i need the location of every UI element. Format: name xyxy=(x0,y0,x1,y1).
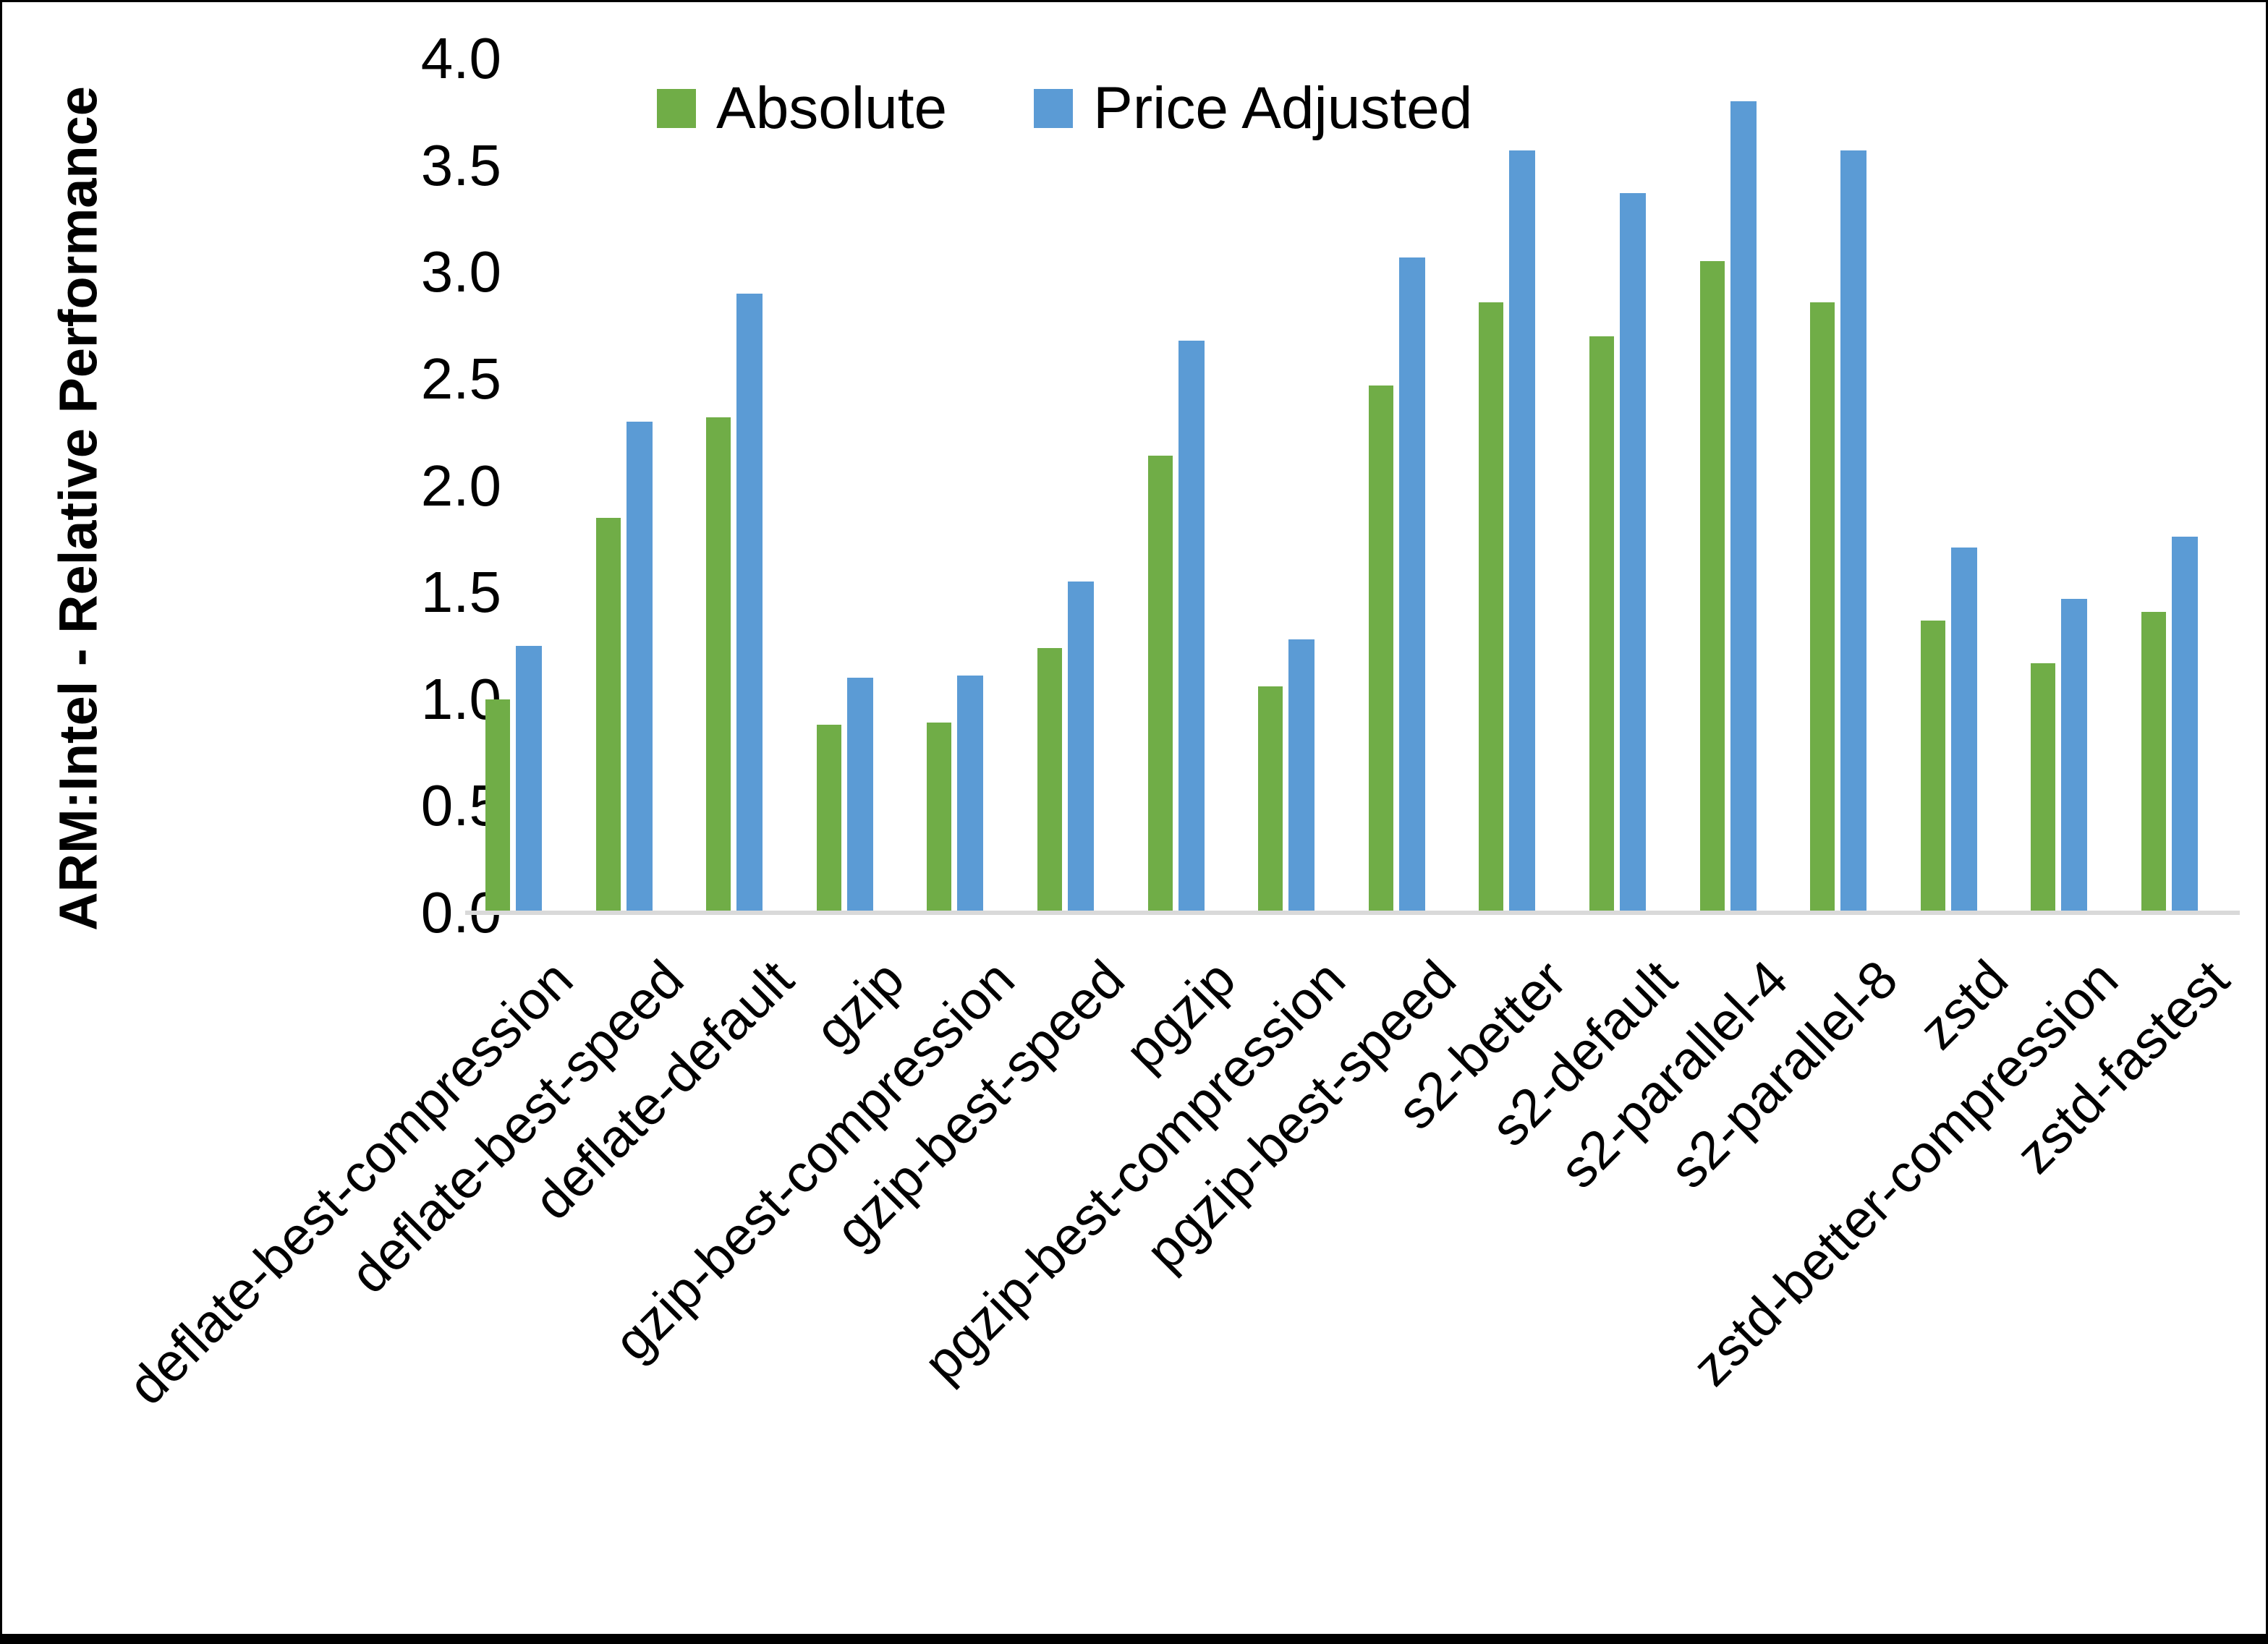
y-tick-label-2.5: 2.5 xyxy=(420,346,501,411)
bar-price-adjusted-deflate-best-compression xyxy=(516,646,542,911)
bar-price-adjusted-s2-default xyxy=(1620,193,1646,911)
bar-absolute-pgzip-best-compression xyxy=(1258,686,1283,911)
bar-price-adjusted-gzip-best-speed xyxy=(1068,582,1094,911)
bar-absolute-s2-parallel-4 xyxy=(1700,261,1725,911)
bar-price-adjusted-s2-parallel-8 xyxy=(1840,150,1866,911)
bar-price-adjusted-pgzip-best-speed xyxy=(1399,257,1425,911)
bar-absolute-zstd-fastest xyxy=(2141,612,2166,911)
bar-absolute-pgzip xyxy=(1148,456,1173,911)
bar-price-adjusted-gzip xyxy=(847,678,873,911)
bar-absolute-zstd xyxy=(1921,621,1945,911)
bar-absolute-zstd-better-compression xyxy=(2031,663,2055,911)
y-tick-label-4.0: 4.0 xyxy=(420,26,501,90)
bar-absolute-deflate-best-speed xyxy=(596,518,621,911)
bar-price-adjusted-s2-parallel-4 xyxy=(1730,101,1757,911)
x-axis-line xyxy=(465,911,2240,915)
legend-label-price-adjusted: Price Adjusted xyxy=(1093,75,1473,141)
bar-price-adjusted-zstd-better-compression xyxy=(2061,599,2087,911)
bar-absolute-deflate-default xyxy=(706,417,731,911)
bar-absolute-gzip xyxy=(817,725,841,911)
x-label-deflate-best-compression: deflate-best-compression xyxy=(116,948,585,1416)
y-tick-label-0.5: 0.5 xyxy=(420,773,501,838)
bar-price-adjusted-zstd xyxy=(1951,548,1977,911)
bar-absolute-gzip-best-compression xyxy=(927,723,951,911)
bar-absolute-gzip-best-speed xyxy=(1037,648,1062,911)
bar-price-adjusted-pgzip-best-compression xyxy=(1288,639,1314,911)
y-tick-label-3.0: 3.0 xyxy=(420,239,501,304)
y-tick-label-1.0: 1.0 xyxy=(420,666,501,731)
bar-absolute-pgzip-best-speed xyxy=(1369,386,1393,911)
bar-price-adjusted-deflate-best-speed xyxy=(627,422,653,911)
bar-price-adjusted-zstd-fastest xyxy=(2172,537,2198,911)
bar-absolute-s2-parallel-8 xyxy=(1810,302,1835,911)
bar-price-adjusted-deflate-default xyxy=(736,294,763,911)
green-square-icon xyxy=(657,89,696,128)
chart-legend: Absolute Price Adjusted xyxy=(657,74,1472,142)
y-tick-label-1.5: 1.5 xyxy=(420,560,501,625)
bar-absolute-s2-default xyxy=(1589,336,1614,911)
bar-price-adjusted-s2-better xyxy=(1509,150,1535,911)
blue-square-icon xyxy=(1034,89,1074,128)
legend-label-absolute: Absolute xyxy=(716,75,948,141)
bar-price-adjusted-pgzip xyxy=(1178,341,1205,911)
y-tick-label-2.0: 2.0 xyxy=(420,453,501,518)
y-tick-label-3.5: 3.5 xyxy=(420,132,501,197)
legend-item-absolute: Absolute xyxy=(657,74,947,142)
y-axis-title: ARM:Intel - Relative Performance xyxy=(48,86,109,931)
legend-item-price-adjusted: Price Adjusted xyxy=(1034,74,1472,142)
bar-absolute-deflate-best-compression xyxy=(485,699,510,911)
bar-absolute-s2-better xyxy=(1479,302,1503,911)
bar-price-adjusted-gzip-best-compression xyxy=(957,676,983,911)
